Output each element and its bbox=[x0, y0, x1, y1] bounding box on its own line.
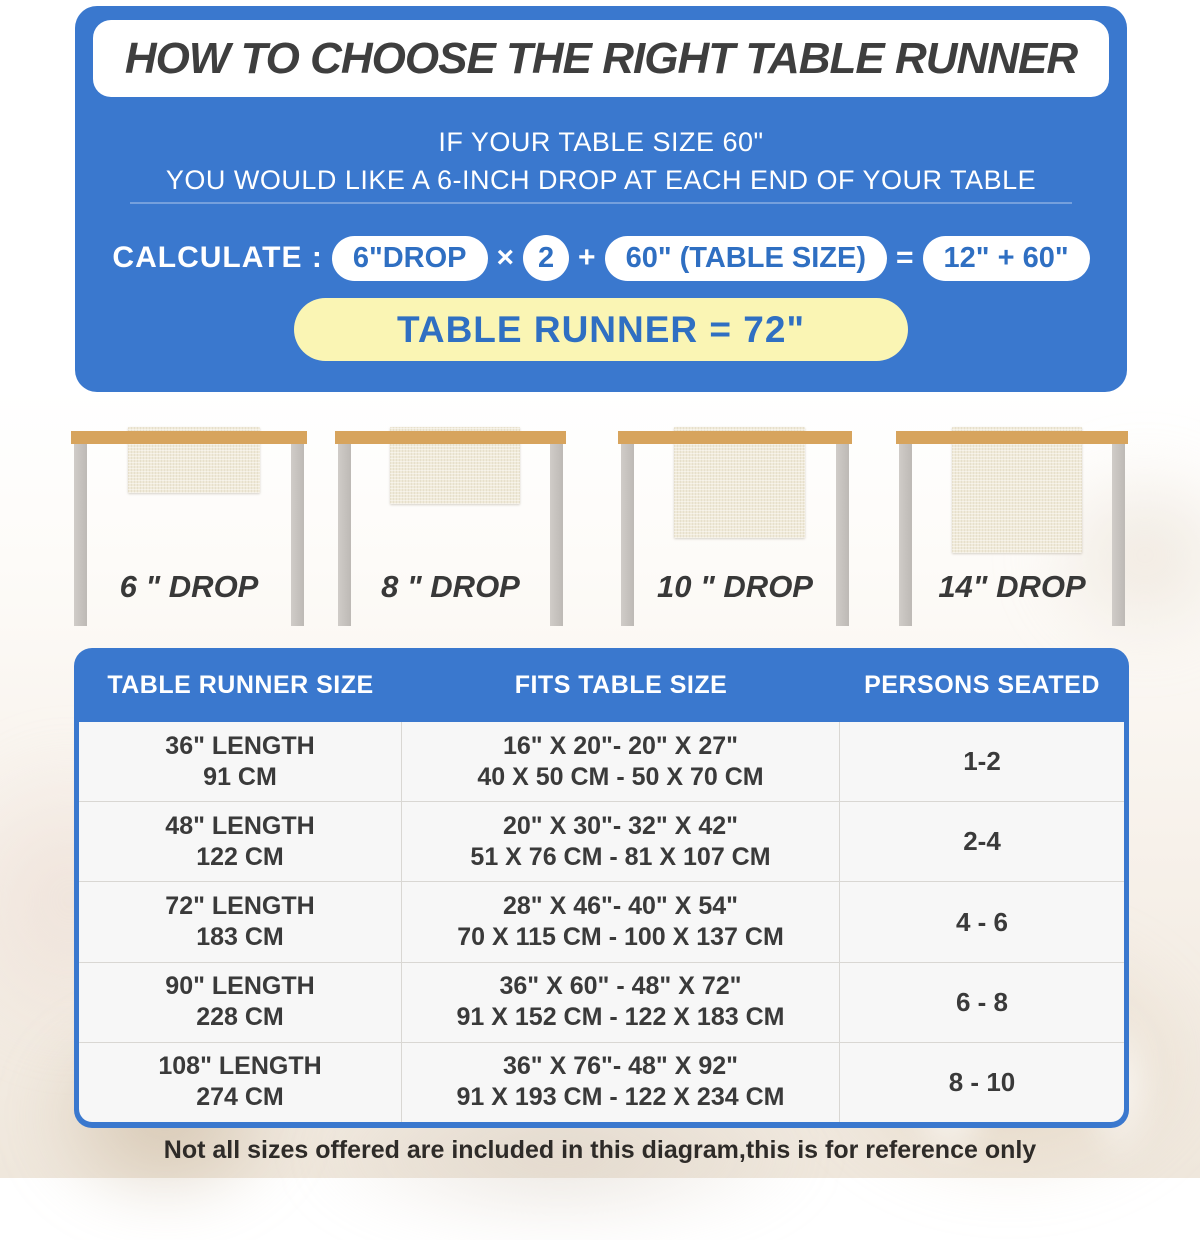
column-header-runner-size: TABLE RUNNER SIZE bbox=[107, 670, 374, 699]
table-runner-graphic bbox=[674, 427, 806, 538]
drop-label: 8 " DROP bbox=[381, 569, 520, 604]
table-size-pill: 60" (TABLE SIZE) bbox=[604, 235, 887, 281]
table-row: 36" LENGTH 91 CM 16" X 20"- 20" X 27" 40… bbox=[79, 722, 1124, 802]
tabletop-graphic bbox=[896, 431, 1128, 444]
drop-examples-section: 6 " DROP 8 " DROP 10 " DROP 14" DROP bbox=[0, 408, 1200, 648]
runner-size-cell: 72" LENGTH 183 CM bbox=[79, 882, 402, 962]
footer-note: Not all sizes offered are included in th… bbox=[163, 1136, 1037, 1164]
calculate-label: CALCULATE : bbox=[112, 241, 323, 274]
table-row: 48" LENGTH 122 CM 20" X 30"- 32" X 42" 5… bbox=[79, 801, 1124, 882]
column-header-persons: PERSONS SEATED bbox=[864, 670, 1100, 699]
fits-table-cell: 20" X 30"- 32" X 42" 51 X 76 CM - 81 X 1… bbox=[402, 802, 840, 882]
table-leg-graphic bbox=[621, 444, 634, 626]
tabletop-graphic bbox=[618, 431, 852, 444]
drop-label: 6 " DROP bbox=[119, 569, 259, 604]
result-pill: TABLE RUNNER = 72" bbox=[294, 298, 908, 361]
table-row: 108" LENGTH 274 CM 36" X 76"- 48" X 92" … bbox=[79, 1041, 1124, 1122]
calculation-row: CALCULATE : 6"DROP × 2 + 60" (TABLE SIZE… bbox=[75, 232, 1127, 284]
table-runner-graphic bbox=[951, 427, 1082, 553]
persons-cell: 1-2 bbox=[963, 746, 1001, 777]
title-banner: HOW TO CHOOSE THE RIGHT TABLE RUNNER bbox=[93, 20, 1109, 97]
drop-value-pill: 6"DROP bbox=[331, 235, 488, 281]
persons-cell: 2-4 bbox=[963, 826, 1001, 857]
tabletop-graphic bbox=[335, 431, 566, 444]
header-card: HOW TO CHOOSE THE RIGHT TABLE RUNNER IF … bbox=[75, 6, 1127, 392]
size-chart-body: 36" LENGTH 91 CM 16" X 20"- 20" X 27" 40… bbox=[79, 722, 1124, 1122]
table-leg-graphic bbox=[836, 444, 849, 626]
equals-sign: = bbox=[895, 241, 914, 274]
multiply-sign: × bbox=[496, 241, 515, 274]
persons-cell: 4 - 6 bbox=[955, 906, 1009, 937]
intro-line-2: YOU WOULD LIKE A 6-INCH DROP AT EACH END… bbox=[165, 165, 1037, 195]
multiplier-circle: 2 bbox=[523, 235, 570, 281]
table-leg-graphic bbox=[550, 444, 563, 626]
divider-line bbox=[130, 202, 1072, 204]
fits-table-cell: 36" X 76"- 48" X 92" 91 X 193 CM - 122 X… bbox=[402, 1042, 840, 1122]
page-title: HOW TO CHOOSE THE RIGHT TABLE RUNNER bbox=[124, 33, 1078, 83]
intro-line-1: IF YOUR TABLE SIZE 60" bbox=[438, 127, 764, 157]
table-row: 90" LENGTH 228 CM 36" X 60" - 48" X 72" … bbox=[79, 961, 1124, 1042]
runner-size-cell: 90" LENGTH 228 CM bbox=[79, 962, 402, 1042]
table-leg-graphic bbox=[74, 444, 87, 626]
size-chart-header: TABLE RUNNER SIZE FITS TABLE SIZE PERSON… bbox=[79, 648, 1124, 722]
table-leg-graphic bbox=[291, 444, 304, 626]
table-leg-graphic bbox=[338, 444, 351, 626]
sum-pill: 12" + 60" bbox=[922, 235, 1090, 281]
table-leg-graphic bbox=[1112, 444, 1125, 626]
drop-label: 10 " DROP bbox=[657, 569, 813, 604]
fits-table-cell: 16" X 20"- 20" X 27" 40 X 50 CM - 50 X 7… bbox=[402, 722, 840, 802]
column-header-fits-table: FITS TABLE SIZE bbox=[514, 670, 728, 699]
fits-table-cell: 36" X 60" - 48" X 72" 91 X 152 CM - 122 … bbox=[402, 962, 840, 1042]
table-leg-graphic bbox=[899, 444, 912, 626]
runner-size-cell: 108" LENGTH 274 CM bbox=[79, 1042, 402, 1122]
table-row: 72" LENGTH 183 CM 28" X 46"- 40" X 54" 7… bbox=[79, 881, 1124, 962]
runner-size-cell: 48" LENGTH 122 CM bbox=[79, 802, 402, 882]
fits-table-cell: 28" X 46"- 40" X 54" 70 X 115 CM - 100 X… bbox=[402, 882, 840, 962]
size-chart-card: TABLE RUNNER SIZE FITS TABLE SIZE PERSON… bbox=[74, 648, 1129, 1128]
plus-sign: + bbox=[578, 241, 596, 274]
tabletop-graphic bbox=[71, 431, 307, 444]
persons-cell: 8 - 10 bbox=[948, 1066, 1016, 1097]
drop-label: 14" DROP bbox=[938, 569, 1086, 604]
runner-size-cell: 36" LENGTH 91 CM bbox=[79, 722, 402, 802]
persons-cell: 6 - 8 bbox=[955, 986, 1009, 1017]
